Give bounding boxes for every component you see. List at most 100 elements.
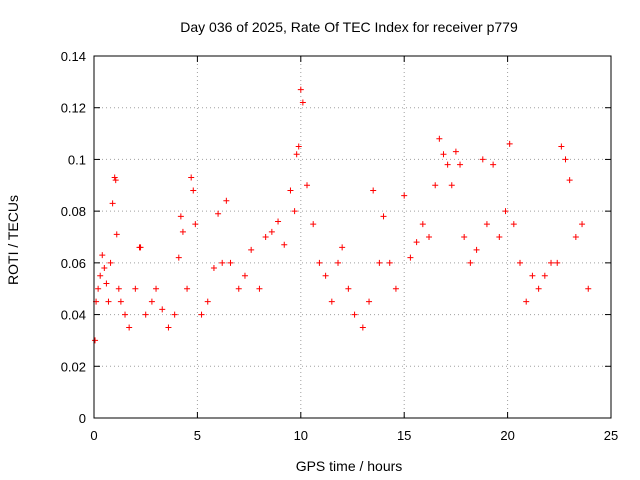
data-point	[558, 143, 565, 150]
y-tick-label: 0.04	[61, 308, 86, 323]
data-point	[496, 234, 503, 240]
chart-title: Day 036 of 2025, Rate Of TEC Index for r…	[180, 19, 518, 35]
data-point	[366, 298, 373, 305]
data-point	[281, 241, 288, 248]
data-point	[483, 221, 490, 228]
data-point	[452, 148, 459, 155]
data-point	[223, 197, 230, 204]
x-axis-label: GPS time / hours	[296, 458, 403, 474]
y-tick-label: 0	[79, 411, 86, 426]
data-point	[92, 337, 99, 344]
x-tick-label: 20	[500, 428, 514, 443]
data-point	[506, 140, 513, 147]
y-tick-label: 0.06	[61, 256, 86, 271]
data-point	[310, 221, 317, 228]
data-point	[407, 254, 414, 261]
y-tick-label: 0.08	[61, 204, 86, 219]
data-point	[297, 86, 304, 93]
data-point	[490, 161, 497, 168]
data-point	[142, 311, 149, 318]
data-point	[248, 246, 255, 253]
data-point	[295, 143, 302, 150]
data-point	[219, 259, 226, 266]
data-point	[535, 285, 542, 292]
data-point	[328, 298, 335, 305]
data-point	[122, 311, 129, 318]
data-point	[188, 174, 195, 181]
data-point	[190, 187, 197, 194]
data-point	[113, 231, 120, 238]
y-axis-label: ROTI / TECUs	[5, 195, 21, 285]
data-point	[304, 182, 311, 189]
data-point	[457, 161, 464, 168]
data-point	[97, 272, 104, 279]
x-tick-label: 0	[90, 428, 97, 443]
data-point	[204, 298, 211, 305]
data-point	[159, 306, 166, 313]
data-point	[126, 324, 133, 331]
data-point	[392, 285, 399, 292]
data-point	[335, 259, 342, 266]
data-point	[440, 151, 447, 158]
data-point	[541, 272, 548, 279]
data-point	[322, 272, 329, 279]
data-point	[432, 182, 439, 189]
x-tick-label: 25	[604, 428, 618, 443]
data-point	[386, 259, 393, 266]
data-point	[227, 259, 234, 266]
data-point	[192, 221, 199, 228]
data-point	[448, 182, 455, 189]
data-point	[380, 213, 387, 220]
data-point	[95, 285, 102, 292]
data-point	[215, 210, 222, 217]
data-point	[467, 259, 474, 266]
plot-border	[93, 55, 612, 419]
data-point	[275, 218, 282, 225]
data-point	[554, 259, 561, 266]
data-point	[171, 311, 178, 318]
data-point	[426, 234, 433, 240]
data-point	[444, 161, 451, 168]
data-point	[413, 239, 420, 246]
data-point	[572, 234, 579, 240]
data-point	[401, 192, 408, 199]
data-point	[112, 177, 119, 184]
x-tick-label: 10	[294, 428, 308, 443]
data-point	[562, 156, 569, 163]
data-point	[585, 285, 592, 292]
data-point	[436, 135, 443, 142]
y-axis-ticks: 0 0.02 0.04 0.06 0.08 0.1 0.12 0.14	[61, 49, 611, 426]
grid-lines	[94, 56, 611, 418]
x-axis-ticks: 0 5 10 15 20 25	[90, 56, 618, 443]
data-point	[287, 187, 294, 194]
x-tick-label: 15	[397, 428, 411, 443]
data-point	[179, 228, 186, 235]
data-point	[339, 244, 346, 251]
data-point	[510, 221, 517, 228]
data-point	[101, 265, 108, 272]
y-tick-label: 0.12	[61, 101, 86, 116]
data-point	[148, 298, 155, 305]
data-point	[262, 234, 269, 240]
x-tick-label: 5	[194, 428, 201, 443]
data-point	[165, 324, 172, 331]
data-point	[99, 252, 106, 259]
data-point	[579, 221, 586, 228]
data-point	[109, 200, 116, 207]
data-point	[370, 187, 377, 194]
y-tick-label: 0.02	[61, 359, 86, 374]
data-point	[566, 177, 573, 184]
data-point	[316, 259, 323, 266]
data-point	[345, 285, 352, 292]
data-point	[117, 298, 124, 305]
data-point	[198, 311, 205, 318]
data-point	[115, 285, 122, 292]
data-point	[293, 151, 300, 158]
data-point	[153, 285, 160, 292]
data-point	[523, 298, 530, 305]
data-point	[359, 324, 366, 331]
data-point	[132, 285, 139, 292]
y-tick-label: 0.1	[68, 152, 86, 167]
